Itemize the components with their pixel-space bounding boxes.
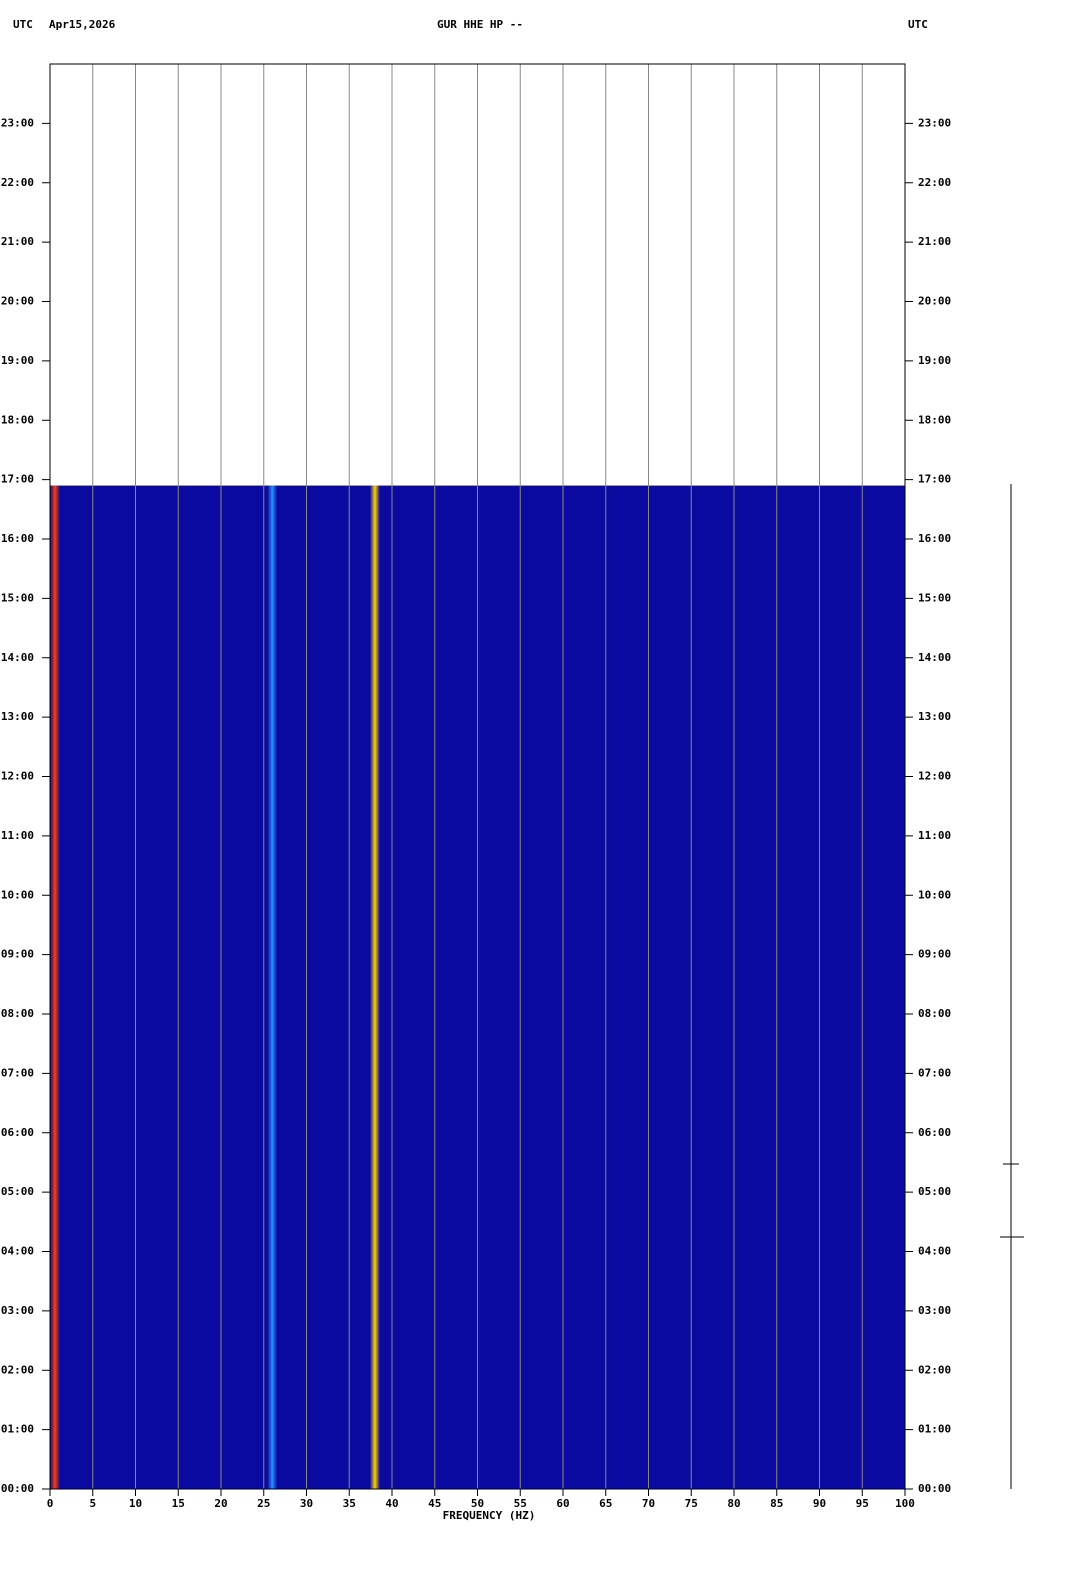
y-tick-label: 13:00 — [918, 710, 951, 723]
y-tick-label: 16:00 — [1, 532, 34, 545]
x-tick-label: 20 — [214, 1497, 227, 1510]
y-tick-label: 20:00 — [918, 295, 951, 308]
y-tick-label: 07:00 — [1, 1066, 34, 1079]
y-tick-label: 15:00 — [1, 591, 34, 604]
date: Apr15,2026 — [49, 18, 116, 31]
x-tick-label: 95 — [856, 1497, 869, 1510]
y-tick-label: 05:00 — [918, 1185, 951, 1198]
x-tick-label: 45 — [428, 1497, 441, 1510]
y-tick-label: 06:00 — [1, 1126, 34, 1139]
y-tick-label: 12:00 — [1, 770, 34, 783]
spectral-line — [50, 485, 60, 1489]
y-tick-label: 08:00 — [918, 1007, 951, 1020]
y-tick-label: 07:00 — [918, 1066, 951, 1079]
x-tick-label: 50 — [471, 1497, 484, 1510]
y-tick-label: 12:00 — [918, 770, 951, 783]
x-tick-label: 25 — [257, 1497, 270, 1510]
zone-label: UTC — [908, 18, 928, 31]
y-tick-label: 23:00 — [1, 116, 34, 129]
x-tick-label: 60 — [556, 1497, 569, 1510]
y-tick-label: 03:00 — [1, 1304, 34, 1317]
y-tick-label: 05:00 — [1, 1185, 34, 1198]
y-tick-label: 18:00 — [918, 413, 951, 426]
x-tick-label: 30 — [300, 1497, 313, 1510]
y-tick-label: 22:00 — [1, 176, 34, 189]
x-tick-label: 5 — [89, 1497, 96, 1510]
y-tick-label: 00:00 — [918, 1482, 951, 1495]
x-tick-label: 80 — [727, 1497, 740, 1510]
y-tick-label: 09:00 — [1, 948, 34, 961]
y-tick-label: 21:00 — [918, 235, 951, 248]
y-tick-label: 11:00 — [918, 829, 951, 842]
y-tick-label: 14:00 — [1, 651, 34, 664]
x-tick-label: 15 — [172, 1497, 185, 1510]
y-tick-label: 03:00 — [918, 1304, 951, 1317]
x-tick-label: 55 — [514, 1497, 527, 1510]
x-tick-label: 10 — [129, 1497, 142, 1510]
y-tick-label: 11:00 — [1, 829, 34, 842]
y-tick-label: 01:00 — [918, 1423, 951, 1436]
x-tick-label: 85 — [770, 1497, 783, 1510]
x-tick-label: 90 — [813, 1497, 826, 1510]
y-tick-label: 08:00 — [1, 1007, 34, 1020]
x-tick-label: 75 — [685, 1497, 698, 1510]
x-tick-label: 70 — [642, 1497, 655, 1510]
y-tick-label: 06:00 — [918, 1126, 951, 1139]
y-tick-label: 18:00 — [1, 413, 34, 426]
y-tick-label: 10:00 — [1, 888, 34, 901]
y-tick-label: 09:00 — [918, 948, 951, 961]
y-tick-label: 14:00 — [918, 651, 951, 664]
y-tick-label: 17:00 — [1, 473, 34, 486]
y-tick-label: 23:00 — [918, 116, 951, 129]
y-tick-label: 15:00 — [918, 591, 951, 604]
spectral-line — [369, 485, 380, 1489]
y-tick-label: 04:00 — [918, 1245, 951, 1258]
plot-frame — [49, 63, 906, 1490]
spectral-line — [267, 485, 278, 1489]
x-tick-label: 100 — [895, 1497, 915, 1510]
y-tick-label: 19:00 — [1, 354, 34, 367]
y-tick-label: 21:00 — [1, 235, 34, 248]
chart-title: GUR HHE HP -- — [437, 18, 523, 31]
y-tick-label: 00:00 — [1, 1482, 34, 1495]
x-axis-label: FREQUENCY (HZ) — [443, 1509, 536, 1522]
x-tick-label: 65 — [599, 1497, 612, 1510]
y-tick-label: 04:00 — [1, 1245, 34, 1258]
y-tick-label: 02:00 — [918, 1363, 951, 1376]
x-tick-label: 40 — [385, 1497, 398, 1510]
y-tick-label: 10:00 — [918, 888, 951, 901]
y-tick-label: 16:00 — [918, 532, 951, 545]
y-tick-label: 19:00 — [918, 354, 951, 367]
y-tick-label: 20:00 — [1, 295, 34, 308]
x-tick-label: 0 — [47, 1497, 54, 1510]
y-tick-label: 02:00 — [1, 1363, 34, 1376]
y-tick-label: 01:00 — [1, 1423, 34, 1436]
y-tick-label: 13:00 — [1, 710, 34, 723]
x-tick-label: 35 — [343, 1497, 356, 1510]
zone-label: UTC — [13, 18, 33, 31]
y-tick-label: 22:00 — [918, 176, 951, 189]
y-tick-label: 17:00 — [918, 473, 951, 486]
